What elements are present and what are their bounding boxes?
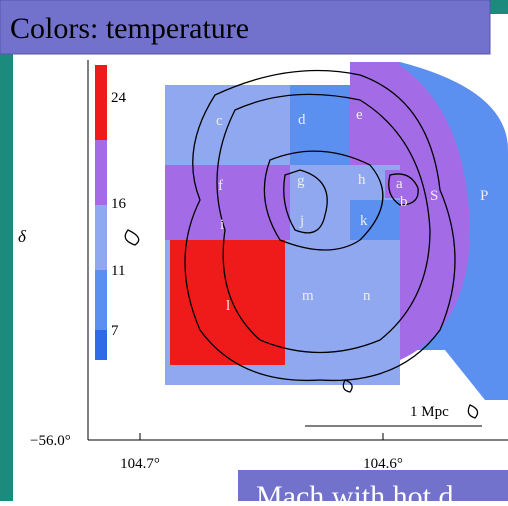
region-label: h [358,172,366,188]
x-tick-label: 104.7° [120,456,160,472]
axes: δ −56.0° 104.7° 104.6° 1 Mpc [18,60,508,472]
colorbar-segment [95,270,107,330]
region-label: e [356,107,363,123]
region-label: i [220,217,224,233]
region-label: P [480,188,488,204]
contours [124,69,479,419]
colorbar-segment [95,140,107,205]
map: c d e f g h a b S P i j k l m n [124,62,508,419]
colorbar-segment [95,205,107,270]
region-label: k [360,213,368,229]
region-label: b [400,194,408,210]
y-label: δ [18,227,27,246]
region-label: a [396,176,403,192]
scale-bar-label: 1 Mpc [410,404,449,420]
caption: Mach with hot d [256,480,453,501]
region-label: l [226,298,230,314]
region-label: m [302,288,314,304]
title: Colors: temperature [10,12,249,45]
region-s [395,62,470,360]
y-tick-label: −56.0° [30,433,71,449]
region-label: c [216,113,223,129]
title-box [0,0,491,55]
region-labels: c d e f g h a b S P i j k l m n [216,107,488,314]
region-label: g [297,173,305,189]
region-k [350,200,400,240]
corner-strip [488,0,508,14]
colorbar-segment [95,330,107,360]
region-label: n [363,288,371,304]
region-l [170,240,285,365]
colorbar: 24 16 11 7 [95,65,127,360]
region-label: d [298,112,306,128]
left-strip [0,0,13,501]
colorbar-segment [95,65,107,140]
region-label: f [218,178,223,194]
colorbar-tick: 16 [111,196,127,212]
colorbar-tick: 7 [111,323,119,339]
colorbar-tick: 24 [111,90,127,106]
caption-box: Mach with hot d [238,470,508,501]
region-e [350,62,400,165]
colorbar-tick: 11 [111,263,125,279]
region-label: S [430,188,438,204]
x-tick-label: 104.6° [363,456,403,472]
caption-background [238,470,508,501]
region-f [165,165,290,240]
region-label: j [299,213,304,229]
